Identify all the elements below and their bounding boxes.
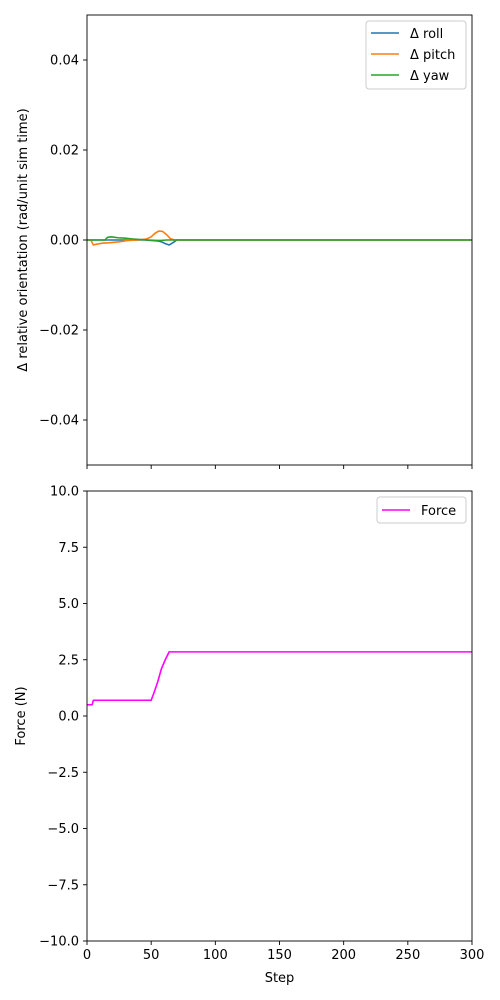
orientation-x-ticks (86, 465, 473, 469)
orientation-y-tick-label: 0.00 (50, 234, 79, 249)
force-y-tick-label: −5.0 (47, 822, 79, 837)
force-y-axis-label: Force (N) (14, 686, 29, 745)
force-legend: Force (376, 496, 467, 524)
force-legend-frame (376, 496, 467, 524)
orientation-series-group (87, 230, 472, 246)
orientation-y-tick-label: −0.04 (39, 414, 79, 429)
force-y-tick-label: −2.5 (47, 766, 79, 781)
orientation-y-tick-label: −0.02 (39, 324, 79, 339)
orientation-y-tick-label: 0.02 (50, 144, 79, 159)
force-chart-panel: 0 50 100 150 200 250 300 −10.0 −7.5 −5.0 −2.5 0.0 2… (14, 485, 484, 987)
force-x-tick-label: 50 (143, 948, 160, 963)
force-x-ticks: 0 50 100 150 200 250 300 (83, 941, 485, 963)
force-y-tick-label: 0.0 (58, 710, 79, 725)
force-series-line-1 (87, 651, 472, 706)
force-x-axis-label: Step (265, 971, 295, 986)
orientation-legend: Δ roll Δ pitch Δ yaw (365, 20, 467, 90)
force-x-tick-label: 0 (83, 948, 91, 963)
force-y-tick-label: 7.5 (58, 541, 79, 556)
legend-entry-force: Force (382, 504, 456, 519)
force-x-tick-label: 300 (460, 948, 485, 963)
legend-entry-roll: Δ roll (371, 27, 443, 42)
legend-label-force: Force (421, 504, 456, 519)
force-y-tick-label: −10.0 (39, 935, 79, 950)
force-y-tick-label: 2.5 (58, 653, 79, 668)
legend-entry-pitch: Δ pitch (371, 48, 455, 63)
legend-label-yaw: Δ yaw (410, 69, 450, 84)
legend-entry-yaw: Δ yaw (371, 69, 450, 84)
force-y-ticks: −10.0 −7.5 −5.0 −2.5 0.0 2.5 5.0 7.5 10.0 (39, 485, 87, 950)
legend-label-pitch: Δ pitch (410, 48, 455, 63)
orientation-legend-frame (365, 20, 467, 90)
force-y-tick-label: 10.0 (50, 485, 79, 500)
orientation-y-ticks: −0.04 −0.02 0.00 0.02 0.04 (39, 54, 87, 429)
legend-label-roll: Δ roll (410, 27, 443, 42)
force-x-tick-label: 250 (395, 948, 420, 963)
force-x-tick-label: 150 (267, 948, 292, 963)
orientation-chart-panel: −0.04 −0.02 0.00 0.02 0.04 Δ relative orient… (16, 14, 473, 469)
orientation-y-axis-label: Δ relative orientation (rad/unit sim tim… (16, 108, 31, 371)
orientation-y-tick-label: 0.04 (50, 54, 79, 69)
force-x-tick-label: 100 (203, 948, 228, 963)
force-y-tick-label: 5.0 (58, 597, 79, 612)
force-plot-area (87, 491, 472, 941)
force-series-group (87, 651, 472, 706)
orientation-series-line-3 (87, 236, 472, 242)
force-y-tick-label: −7.5 (47, 878, 79, 893)
force-x-tick-label: 200 (331, 948, 356, 963)
